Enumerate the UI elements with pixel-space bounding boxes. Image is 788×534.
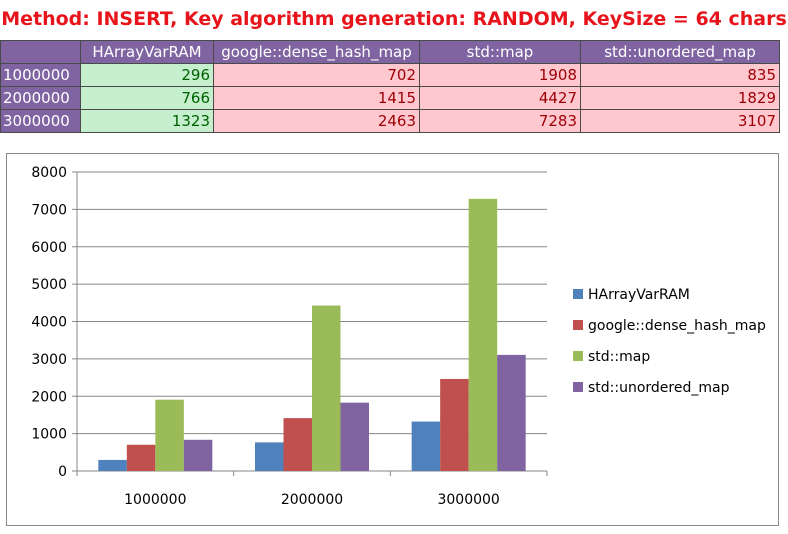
bar: [183, 439, 213, 471]
y-tick-label: 5000: [31, 277, 67, 293]
table-cell: 1323: [80, 109, 214, 133]
table-cell: 702: [213, 63, 420, 87]
table-row: 1000000 296 702 1908 835: [0, 63, 780, 87]
table-cell: 7283: [419, 109, 581, 133]
table-row: 2000000 766 1415 4427 1829: [0, 86, 780, 110]
y-tick-label: 2000: [31, 389, 67, 405]
x-tick-label: 2000000: [281, 492, 343, 508]
bar: [468, 198, 498, 471]
table-cell: 1415: [213, 86, 420, 110]
table-cell: 296: [80, 63, 214, 87]
table-row: 3000000 1323 2463 7283 3107: [0, 109, 780, 133]
row-header: 1000000: [0, 63, 81, 87]
table-header-row: HArrayVarRAM google::dense_hash_map std:…: [0, 40, 780, 64]
y-tick-label: 8000: [31, 165, 67, 181]
legend-label: std::map: [588, 349, 650, 365]
legend-swatch: [573, 289, 583, 299]
table-cell: 1829: [580, 86, 780, 110]
column-header: std::unordered_map: [580, 40, 780, 64]
bar-chart: 0 1000 2000 3000 4000 5000 6000 7000 8000 1000000…: [31, 165, 766, 508]
results-table: HArrayVarRAM google::dense_hash_map std:…: [0, 40, 780, 133]
legend-label: google::dense_hash_map: [588, 318, 766, 334]
row-header: 2000000: [0, 86, 81, 110]
bar: [340, 402, 369, 471]
bar: [312, 305, 341, 471]
table-cell: 766: [80, 86, 214, 110]
bar: [255, 442, 284, 471]
legend-swatch: [573, 351, 583, 361]
y-tick-label: 4000: [31, 315, 67, 331]
table-cell: 2463: [213, 109, 420, 133]
bar: [440, 378, 469, 471]
table-cell: 3107: [580, 109, 780, 133]
bar: [283, 418, 312, 471]
legend-swatch: [573, 320, 583, 330]
legend-label: std::unordered_map: [588, 380, 730, 396]
bar: [126, 444, 156, 471]
bar: [411, 421, 441, 471]
bar: [98, 459, 127, 471]
table-corner-cell: [0, 40, 81, 64]
table-cell: 1908: [419, 63, 581, 87]
column-header: HArrayVarRAM: [80, 40, 214, 64]
legend-label: HArrayVarRAM: [588, 287, 690, 303]
chart-area: 0 1000 2000 3000 4000 5000 6000 7000 8000 1000000…: [6, 153, 779, 526]
row-header: 3000000: [0, 109, 81, 133]
column-header: std::map: [419, 40, 581, 64]
x-tick-label: 1000000: [124, 492, 186, 508]
y-tick-label: 7000: [31, 202, 67, 218]
column-header: google::dense_hash_map: [213, 40, 420, 64]
y-tick-label: 3000: [31, 352, 67, 368]
page-title: Method: INSERT, Key algorithm generation…: [1, 8, 787, 30]
y-tick-label: 1000: [31, 427, 67, 443]
bar: [155, 399, 184, 471]
x-tick-label: 3000000: [437, 492, 499, 508]
table-cell: 4427: [419, 86, 581, 110]
table-cell: 835: [580, 63, 780, 87]
legend-swatch: [573, 382, 583, 392]
bar: [497, 354, 526, 471]
y-tick-label: 6000: [31, 240, 67, 256]
y-tick-label: 0: [58, 464, 67, 480]
